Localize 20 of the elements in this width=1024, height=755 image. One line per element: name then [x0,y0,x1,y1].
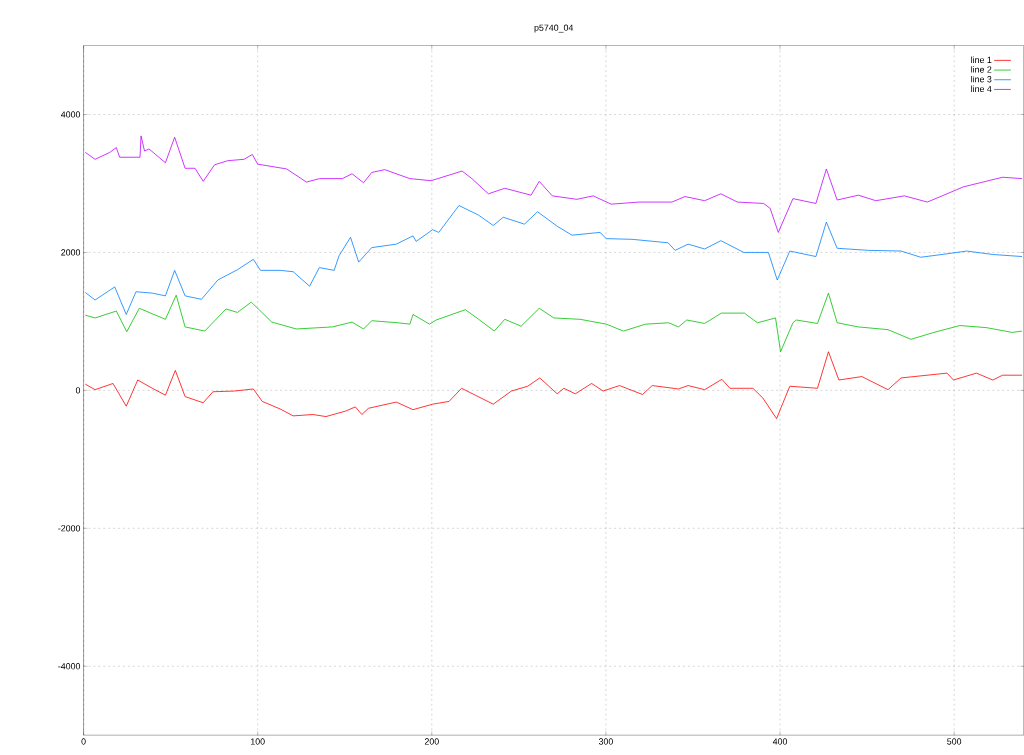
legend-label: line 3 [971,76,992,83]
y-tick-label: 4000 [60,111,81,118]
y-tick-label: 2000 [61,249,81,256]
line-series [84,135,1023,234]
legend-label: line 2 [971,66,992,73]
x-tick-label: 100 [251,738,265,745]
x-tick-label: 200 [424,738,439,745]
line-series [84,351,1023,420]
legend-label: line 4 [971,85,992,93]
x-tick-label: 400 [772,738,788,745]
x-tick-label: 300 [598,738,613,745]
chart-title: p5740_04 [534,24,574,33]
line-series [84,292,1023,353]
y-tick-label: -4000 [58,663,81,670]
legend-label: line 1 [971,56,992,64]
x-tick-label: 500 [947,738,962,745]
y-tick-label: 0 [75,387,81,394]
x-tick-label: 0 [81,738,86,745]
line-series [84,205,1023,316]
y-tick-label: -2000 [58,525,81,532]
